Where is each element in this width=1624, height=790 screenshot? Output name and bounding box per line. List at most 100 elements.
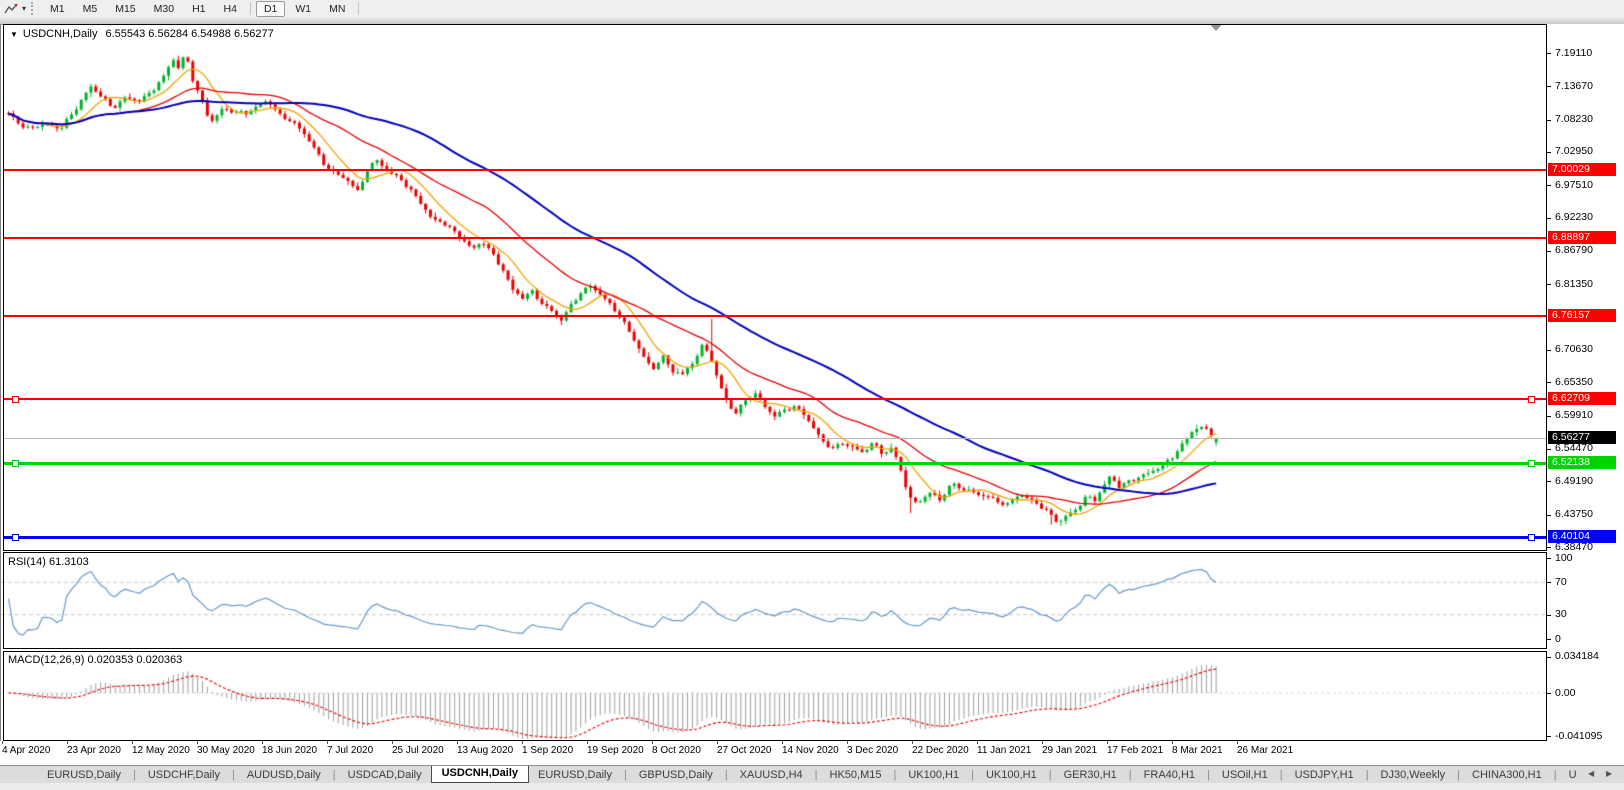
- date-label: 7 Jul 2020: [327, 745, 374, 756]
- tab-fra40-h1[interactable]: FRA40,H1: [1143, 769, 1196, 781]
- horizontal-line-6.62709[interactable]: [4, 397, 1546, 400]
- price-line-label-7.00029: 7.00029: [1548, 162, 1616, 176]
- tab-separator: |: [1279, 769, 1283, 781]
- tab-audusd-daily[interactable]: AUDUSD,Daily: [246, 769, 321, 781]
- tab-usdchf-daily[interactable]: USDCHF,Daily: [147, 769, 220, 781]
- rsi-scale-label: 100: [1555, 551, 1573, 564]
- timeframe-button-M15[interactable]: M15: [115, 2, 136, 15]
- tab-uk100-h1[interactable]: UK100,H1: [908, 769, 960, 781]
- tab-separator: |: [1553, 769, 1557, 781]
- date-label: 11 Jan 2021: [977, 745, 1032, 756]
- date-tick: [912, 741, 913, 744]
- chart-symbol: USDCNH,Daily: [22, 28, 98, 40]
- macd-canvas[interactable]: [0, 651, 1547, 741]
- line-anchor-marker[interactable]: [12, 460, 19, 468]
- date-tick: [1237, 741, 1238, 744]
- line-anchor-marker[interactable]: [12, 533, 19, 541]
- tab-eurusd-daily[interactable]: EURUSD,Daily: [538, 769, 612, 781]
- date-label: 25 Jul 2020: [392, 745, 444, 756]
- date-label: 22 Dec 2020: [912, 745, 969, 756]
- tab-uk100-h1[interactable]: UK100,H1: [985, 769, 1037, 781]
- price-tick: [1547, 53, 1551, 54]
- price-tick: [1547, 514, 1551, 516]
- date-tick: [1172, 741, 1173, 744]
- timeframe-button-M5[interactable]: M5: [82, 2, 98, 15]
- price-tick-label: 6.81350: [1555, 277, 1593, 290]
- timeframe-button-H4[interactable]: H4: [223, 2, 237, 15]
- timeframe-button-W1[interactable]: W1: [295, 2, 312, 15]
- tabs-scroll-right-icon[interactable]: ▶: [1606, 769, 1613, 778]
- line-anchor-marker[interactable]: [12, 395, 19, 403]
- date-tick: [977, 741, 978, 744]
- macd-scale-label: 0.00: [1555, 686, 1576, 699]
- tab-strip: EURUSD,Daily | USDCHF,Daily | AUDUSD,Daily | U…: [0, 766, 1580, 784]
- tab-gbpusd-daily[interactable]: GBPUSD,Daily: [638, 769, 713, 781]
- price-tick: [1547, 250, 1551, 252]
- tab-hk50-m15[interactable]: HK50,M15: [829, 769, 882, 781]
- tab-usdcad-daily[interactable]: USDCAD,Daily: [347, 769, 422, 781]
- price-tick-label: 7.08230: [1555, 113, 1593, 126]
- timeframe-button-MN[interactable]: MN: [329, 2, 346, 15]
- price-tick: [1547, 481, 1551, 483]
- tab-dj30-weekly[interactable]: DJ30,Weekly: [1380, 769, 1446, 781]
- toolbar-grip[interactable]: [31, 2, 36, 15]
- chevron-down-icon[interactable]: ▾: [22, 4, 27, 13]
- price-tick: [1547, 415, 1551, 417]
- horizontal-line-6.56277[interactable]: [4, 437, 1546, 439]
- tab-xauusd-h4[interactable]: XAUUSD,H4: [739, 769, 803, 781]
- date-label: 18 Jun 2020: [262, 745, 318, 756]
- date-label: 12 May 2020: [132, 745, 190, 756]
- price-tick-label: 6.70630: [1555, 343, 1593, 356]
- tab-ger30-h1[interactable]: GER30,H1: [1063, 769, 1117, 781]
- date-tick: [457, 741, 458, 744]
- price-tick-label: 7.02950: [1555, 145, 1593, 158]
- price-line-label-6.52138: 6.52138: [1548, 456, 1616, 470]
- tab-separator: |: [623, 769, 627, 781]
- timeframe-button-M30[interactable]: M30: [153, 2, 175, 15]
- date-label: 29 Jan 2021: [1042, 745, 1098, 756]
- tabs-scroll-left-icon[interactable]: ◀: [1588, 769, 1595, 778]
- price-tick-label: 6.86790: [1555, 244, 1593, 257]
- tab-separator: |: [132, 769, 136, 781]
- line-anchor-marker[interactable]: [1528, 395, 1535, 403]
- price-tick-label: 6.54470: [1555, 442, 1593, 455]
- toolbar-separator: [358, 2, 360, 15]
- horizontal-line-6.76157[interactable]: [4, 315, 1546, 318]
- tab-separator: |: [1207, 769, 1210, 781]
- horizontal-line-7.00029[interactable]: [4, 168, 1546, 171]
- horizontal-line-6.52138[interactable]: [4, 462, 1546, 466]
- price-tick: [1547, 284, 1551, 286]
- chart-lines-layer: [0, 24, 1547, 550]
- price-tick-label: 6.65350: [1555, 375, 1593, 388]
- rsi-scale-label: 70: [1555, 575, 1567, 588]
- price-line-label-6.40104: 6.40104: [1548, 529, 1616, 543]
- price-tick-label: 6.92230: [1555, 211, 1593, 224]
- tab-eurusd-daily[interactable]: EURUSD,Daily: [47, 769, 121, 781]
- timeframe-button-M1[interactable]: M1: [50, 2, 65, 15]
- symbol-dropdown-icon[interactable]: ▼: [10, 30, 18, 39]
- rsi-scale-tick: [1547, 614, 1551, 616]
- timeframe-button-H1[interactable]: H1: [192, 2, 206, 15]
- tab-usoil-h1[interactable]: USOil,H1: [1221, 769, 1268, 781]
- tab-separator: |: [231, 769, 235, 781]
- macd-scale-tick: [1547, 656, 1551, 658]
- tab-u[interactable]: U: [1568, 769, 1577, 781]
- date-tick: [392, 741, 393, 744]
- tab-usdcnh-daily[interactable]: USDCNH,Daily: [430, 766, 530, 783]
- date-tick: [197, 741, 198, 744]
- horizontal-line-6.88897[interactable]: [4, 237, 1546, 240]
- horizontal-line-6.40104[interactable]: [4, 535, 1546, 539]
- price-line-label-6.88897: 6.88897: [1548, 231, 1616, 245]
- tab-separator: |: [724, 769, 728, 781]
- line-anchor-marker[interactable]: [1528, 460, 1535, 468]
- chart-tool-icon[interactable]: [4, 2, 19, 15]
- date-tick: [717, 741, 718, 744]
- tab-china300-h1[interactable]: CHINA300,H1: [1472, 769, 1542, 781]
- tab-usdjpy-h1[interactable]: USDJPY,H1: [1294, 769, 1354, 781]
- price-tick: [1547, 349, 1551, 351]
- rsi-canvas[interactable]: [0, 552, 1547, 649]
- timeframe-button-D1[interactable]: D1: [255, 0, 286, 17]
- date-label: 17 Feb 2021: [1107, 745, 1164, 756]
- price-tick-label: 6.97510: [1555, 178, 1593, 191]
- line-anchor-marker[interactable]: [1528, 533, 1535, 541]
